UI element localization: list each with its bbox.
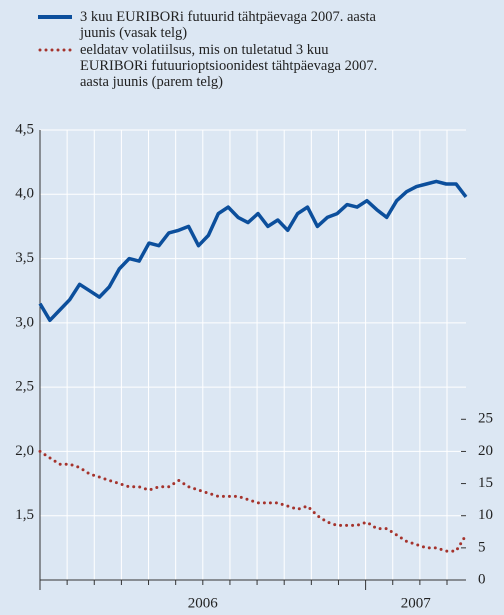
- y2-tick-label: 25: [478, 411, 493, 427]
- x-year-label: 2006: [188, 595, 219, 611]
- legend-entry: 3 kuu EURIBORi futuurid tähtpäevaga 2007…: [80, 9, 376, 41]
- y2-tick-label: 5: [478, 539, 486, 555]
- y-tick-label: 2,0: [15, 443, 34, 459]
- y-tick-label: 4,5: [15, 121, 34, 137]
- x-year-label: 2007: [401, 595, 432, 611]
- y2-tick-label: 0: [478, 571, 486, 587]
- legend-entry: eeldatav volatiilsus, mis on tuletatud 3…: [80, 42, 378, 90]
- y2-tick-label: 10: [478, 507, 493, 523]
- y-tick-label: 3,5: [15, 250, 34, 266]
- y-tick-label: 2,5: [15, 379, 34, 395]
- y2-tick-label: 15: [478, 475, 493, 491]
- series-line: [38, 449, 468, 553]
- y-tick-label: 1,5: [15, 507, 34, 523]
- y-tick-label: 3,0: [15, 314, 34, 330]
- y2-tick-label: 20: [478, 443, 493, 459]
- y-tick-label: 4,0: [15, 186, 34, 202]
- series-line: [38, 179, 468, 323]
